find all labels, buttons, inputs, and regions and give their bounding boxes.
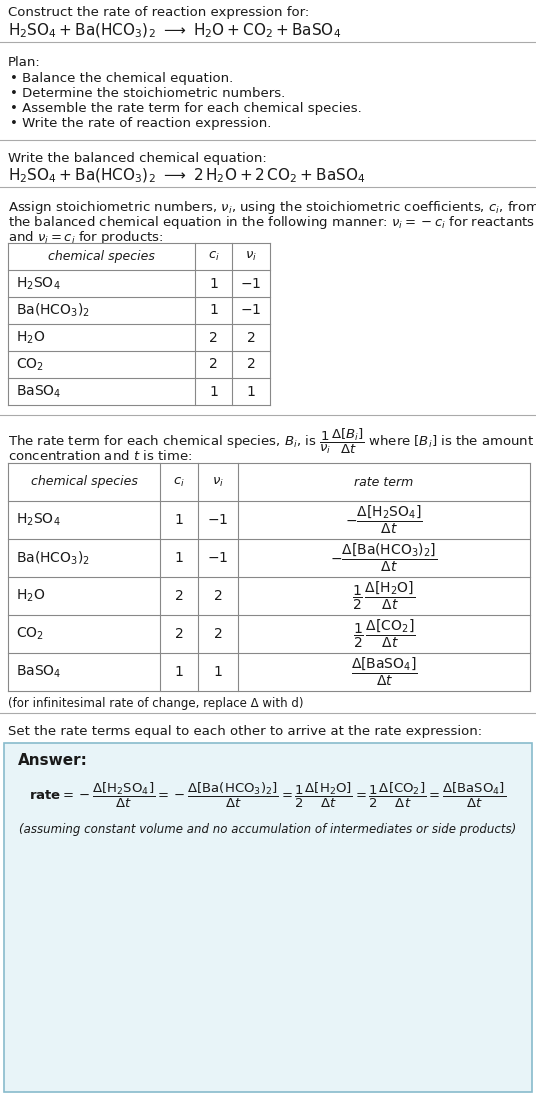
Text: Assign stoichiometric numbers, $\nu_i$, using the stoichiometric coefficients, $: Assign stoichiometric numbers, $\nu_i$, … bbox=[8, 199, 536, 216]
Text: 2: 2 bbox=[209, 330, 218, 344]
Text: 1: 1 bbox=[175, 513, 183, 527]
Text: $-\dfrac{\Delta[\mathrm{Ba(HCO_3)_2}]}{\Delta t}$: $-\dfrac{\Delta[\mathrm{Ba(HCO_3)_2}]}{\… bbox=[330, 542, 437, 574]
Text: $\mathrm{Ba(HCO_3)_2}$: $\mathrm{Ba(HCO_3)_2}$ bbox=[16, 301, 90, 319]
Text: $-1$: $-1$ bbox=[207, 551, 229, 565]
Text: $\dfrac{1}{2}\,\dfrac{\Delta[\mathrm{CO_2}]}{\Delta t}$: $\dfrac{1}{2}\,\dfrac{\Delta[\mathrm{CO_… bbox=[353, 618, 415, 650]
Text: $\dfrac{\Delta[\mathrm{BaSO_4}]}{\Delta t}$: $\dfrac{\Delta[\mathrm{BaSO_4}]}{\Delta … bbox=[351, 656, 418, 689]
Text: chemical species: chemical species bbox=[48, 250, 155, 263]
Text: $c_i$: $c_i$ bbox=[173, 475, 185, 488]
Text: (for infinitesimal rate of change, replace Δ with d): (for infinitesimal rate of change, repla… bbox=[8, 697, 303, 710]
Text: $1$: $1$ bbox=[213, 666, 223, 679]
Text: $\mathrm{H_2O}$: $\mathrm{H_2O}$ bbox=[16, 587, 45, 604]
Text: $c_i$: $c_i$ bbox=[207, 250, 219, 263]
Text: and $\nu_i = c_i$ for products:: and $\nu_i = c_i$ for products: bbox=[8, 229, 163, 246]
Text: $2$: $2$ bbox=[247, 330, 256, 344]
Text: 1: 1 bbox=[209, 385, 218, 398]
Text: $2$: $2$ bbox=[247, 358, 256, 372]
Text: the balanced chemical equation in the following manner: $\nu_i = -c_i$ for react: the balanced chemical equation in the fo… bbox=[8, 214, 535, 231]
Text: $2$: $2$ bbox=[213, 627, 222, 641]
Text: rate term: rate term bbox=[354, 475, 414, 488]
Text: The rate term for each chemical species, $B_i$, is $\dfrac{1}{\nu_i}\dfrac{\Delt: The rate term for each chemical species,… bbox=[8, 427, 534, 456]
Text: 1: 1 bbox=[209, 276, 218, 290]
Text: $\mathrm{H_2O}$: $\mathrm{H_2O}$ bbox=[16, 329, 45, 345]
Text: 1: 1 bbox=[175, 551, 183, 565]
Text: $\nu_i$: $\nu_i$ bbox=[212, 475, 224, 488]
Text: $\dfrac{1}{2}\,\dfrac{\Delta[\mathrm{H_2O}]}{\Delta t}$: $\dfrac{1}{2}\,\dfrac{\Delta[\mathrm{H_2… bbox=[352, 580, 415, 613]
Text: $-\dfrac{\Delta[\mathrm{H_2SO_4}]}{\Delta t}$: $-\dfrac{\Delta[\mathrm{H_2SO_4}]}{\Delt… bbox=[345, 504, 423, 536]
Text: $-1$: $-1$ bbox=[240, 276, 262, 290]
Text: $\mathrm{H_2SO_4}$: $\mathrm{H_2SO_4}$ bbox=[16, 512, 61, 528]
Text: • Write the rate of reaction expression.: • Write the rate of reaction expression. bbox=[10, 117, 271, 130]
Text: $\mathrm{H_2SO_4 + Ba(HCO_3)_2 \ {\longrightarrow} \ 2\,H_2O + 2\,CO_2 + BaSO_4}: $\mathrm{H_2SO_4 + Ba(HCO_3)_2 \ {\longr… bbox=[8, 167, 366, 186]
Text: $\mathrm{H_2SO_4 + Ba(HCO_3)_2 \ {\longrightarrow} \ H_2O + CO_2 + BaSO_4}$: $\mathrm{H_2SO_4 + Ba(HCO_3)_2 \ {\longr… bbox=[8, 22, 341, 41]
Text: Answer:: Answer: bbox=[18, 754, 88, 768]
Text: 1: 1 bbox=[209, 304, 218, 318]
Text: $\nu_i$: $\nu_i$ bbox=[245, 250, 257, 263]
Text: $\mathbf{rate} = -\dfrac{\Delta[\mathrm{H_2SO_4}]}{\Delta t}= -\dfrac{\Delta[\ma: $\mathbf{rate} = -\dfrac{\Delta[\mathrm{… bbox=[29, 781, 507, 811]
FancyBboxPatch shape bbox=[4, 742, 532, 1092]
Text: concentration and $t$ is time:: concentration and $t$ is time: bbox=[8, 449, 192, 463]
Text: $-1$: $-1$ bbox=[240, 304, 262, 318]
Text: $2$: $2$ bbox=[213, 588, 222, 603]
Text: $-1$: $-1$ bbox=[207, 513, 229, 527]
Text: $\mathrm{Ba(HCO_3)_2}$: $\mathrm{Ba(HCO_3)_2}$ bbox=[16, 549, 90, 566]
Text: 2: 2 bbox=[175, 588, 183, 603]
Text: 2: 2 bbox=[175, 627, 183, 641]
Text: • Assemble the rate term for each chemical species.: • Assemble the rate term for each chemic… bbox=[10, 102, 362, 116]
Text: $\mathrm{BaSO_4}$: $\mathrm{BaSO_4}$ bbox=[16, 383, 62, 399]
Text: Plan:: Plan: bbox=[8, 56, 41, 69]
Text: chemical species: chemical species bbox=[31, 475, 137, 488]
Text: $1$: $1$ bbox=[246, 385, 256, 398]
Text: $\mathrm{BaSO_4}$: $\mathrm{BaSO_4}$ bbox=[16, 663, 62, 680]
Text: Construct the rate of reaction expression for:: Construct the rate of reaction expressio… bbox=[8, 6, 309, 19]
Text: $\mathrm{CO_2}$: $\mathrm{CO_2}$ bbox=[16, 356, 44, 373]
Text: Set the rate terms equal to each other to arrive at the rate expression:: Set the rate terms equal to each other t… bbox=[8, 725, 482, 738]
Bar bbox=[8, 463, 530, 691]
Text: • Balance the chemical equation.: • Balance the chemical equation. bbox=[10, 72, 233, 85]
Text: Write the balanced chemical equation:: Write the balanced chemical equation: bbox=[8, 152, 267, 165]
Text: $\mathrm{CO_2}$: $\mathrm{CO_2}$ bbox=[16, 626, 44, 642]
Text: 2: 2 bbox=[209, 358, 218, 372]
Text: 1: 1 bbox=[175, 666, 183, 679]
Text: • Determine the stoichiometric numbers.: • Determine the stoichiometric numbers. bbox=[10, 87, 285, 100]
Text: (assuming constant volume and no accumulation of intermediates or side products): (assuming constant volume and no accumul… bbox=[19, 823, 517, 836]
Text: $\mathrm{H_2SO_4}$: $\mathrm{H_2SO_4}$ bbox=[16, 275, 61, 292]
Bar bbox=[8, 243, 270, 405]
